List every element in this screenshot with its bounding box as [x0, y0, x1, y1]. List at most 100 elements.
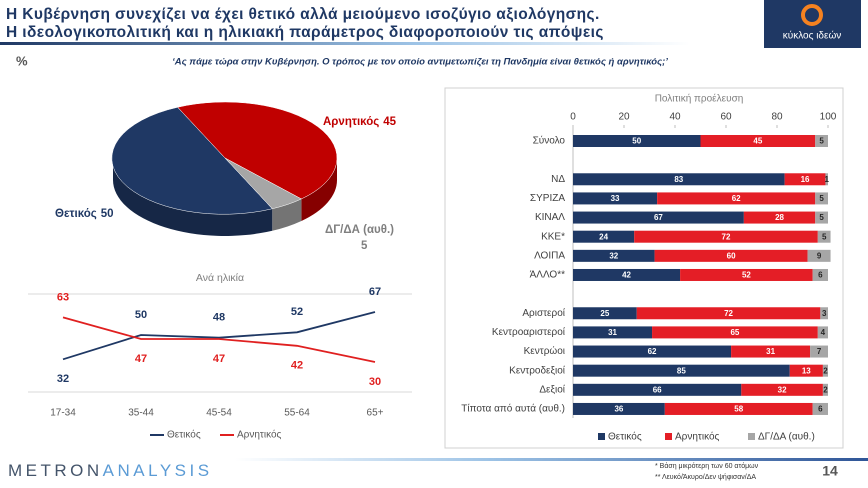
- bar-segment: [680, 268, 813, 281]
- y-tick-label: Κεντροδεξιοί: [509, 364, 566, 376]
- pie-label-name: Αρνητικός: [323, 116, 379, 128]
- legend-label: Αρνητικός: [675, 431, 720, 443]
- bar-segment: [789, 364, 823, 377]
- data-label: 36: [614, 405, 623, 414]
- bar-segment: [573, 192, 658, 205]
- brand-part: ANALYSIS: [103, 461, 213, 480]
- chart-title: Πολιτική προέλευση: [655, 93, 744, 105]
- data-label: 42: [622, 271, 631, 280]
- brand: METRONANALYSIS: [8, 461, 213, 480]
- data-label: 31: [766, 347, 775, 356]
- bar-segment: [657, 192, 816, 205]
- data-label: 67: [369, 286, 381, 298]
- pie-label: ΔΓ/ΔΑ (αυθ.) 5: [325, 224, 394, 252]
- bar-segment: [817, 230, 831, 243]
- y-tick-label: Αριστεροί: [522, 307, 565, 319]
- footer-line: [235, 458, 868, 461]
- x-tick-label: 20: [618, 112, 630, 123]
- pie-label: Αρνητικός 45: [323, 116, 397, 128]
- data-label: 62: [732, 194, 741, 203]
- data-label: 33: [611, 194, 620, 203]
- data-label: 5: [819, 213, 824, 222]
- data-label: 30: [369, 376, 381, 388]
- data-label: 5: [819, 194, 824, 203]
- data-label: 3: [822, 309, 827, 318]
- title-underline: [0, 42, 690, 45]
- x-tick-label: 35-44: [128, 408, 154, 419]
- y-tick-label: Κεντροαριστεροί: [492, 326, 566, 338]
- data-label: 65: [730, 328, 739, 337]
- pie-label-value: 45: [383, 116, 396, 128]
- pie-slice-side: [301, 158, 337, 221]
- legend-label: Θετικός: [608, 431, 642, 443]
- bar-segment: [822, 383, 828, 396]
- legend-label: ΔΓ/ΔΑ (αυθ.): [758, 432, 815, 443]
- pie-label-value: 5: [361, 240, 368, 252]
- data-label: 28: [775, 213, 784, 222]
- bar-segment: [664, 402, 813, 415]
- bar-segment: [573, 383, 742, 396]
- x-tick-label: 100: [820, 112, 837, 123]
- bar-segment: [700, 135, 816, 147]
- x-tick-label: 17-34: [50, 408, 76, 419]
- title-line: Η ιδεολογικοπολιτική και η ηλικιακή παρά…: [6, 24, 604, 41]
- data-label: 2: [823, 385, 828, 394]
- title-line: Η Κυβέρνηση συνεχίζει να έχει θετικό αλλ…: [6, 6, 600, 23]
- bar-segment: [573, 230, 635, 243]
- pie-slice: [111, 106, 273, 215]
- data-label: 50: [135, 309, 147, 321]
- data-label: 16: [801, 175, 810, 184]
- bar-segment: [812, 402, 828, 415]
- data-label: 52: [291, 306, 303, 318]
- legend-swatch: [598, 433, 605, 440]
- legend-swatch: [665, 433, 672, 440]
- data-label: 72: [722, 232, 731, 241]
- data-label: 6: [818, 405, 823, 414]
- page-number: 14: [822, 463, 838, 479]
- footnote: * Βάση μικρότερη των 60 ατόμων: [655, 462, 759, 470]
- pie-label-name: Θετικός: [55, 208, 97, 220]
- x-tick-label: 55-64: [284, 408, 310, 419]
- x-tick-label: 80: [771, 112, 783, 123]
- data-label: 85: [677, 366, 686, 375]
- bar-segment: [573, 135, 701, 147]
- bar-segment: [573, 307, 637, 320]
- data-label: 47: [135, 353, 147, 365]
- data-label: 60: [727, 251, 736, 260]
- bar-segment: [731, 345, 811, 358]
- data-label: 50: [632, 137, 641, 146]
- bar-segment: [573, 249, 655, 262]
- y-tick-label: Τίποτα από αυτά (αυθ.): [461, 403, 565, 415]
- y-tick-label: ΆΛΛΟ**: [530, 270, 565, 281]
- footnote: ** Λευκό/Άκυρο/Δεν ψήφισαν/ΔΑ: [655, 473, 756, 481]
- bar-segment: [822, 364, 828, 377]
- bar-segment: [652, 326, 818, 339]
- bar-panel: [444, 87, 844, 449]
- bar-segment: [573, 364, 790, 377]
- pie-slice: [177, 101, 338, 200]
- data-label: 66: [653, 385, 662, 394]
- bar-segment: [573, 173, 785, 186]
- line: [62, 311, 376, 361]
- data-label: 48: [213, 312, 225, 324]
- bar-segment: [743, 211, 816, 224]
- bar-segment: [810, 345, 828, 358]
- data-label: 67: [654, 213, 663, 222]
- y-tick-label: ΣΥΡΙΖΑ: [530, 193, 565, 204]
- data-label: 9: [817, 251, 822, 260]
- data-label: 6: [818, 271, 823, 280]
- bar-segment: [825, 173, 828, 186]
- bar-segment: [815, 135, 828, 147]
- bar-segment: [815, 192, 828, 205]
- y-tick-label: ΚΚΕ*: [541, 231, 565, 242]
- data-label: 58: [734, 405, 743, 414]
- y-tick-label: Σύνολο: [533, 135, 566, 147]
- bar-segment: [636, 307, 821, 320]
- legend-label: Αρνητικός: [237, 429, 282, 441]
- bar-segment: [654, 249, 808, 262]
- legend-swatch: [748, 433, 755, 440]
- bar-segment: [573, 402, 665, 415]
- data-label: 47: [213, 353, 225, 365]
- data-label: 1: [824, 175, 829, 184]
